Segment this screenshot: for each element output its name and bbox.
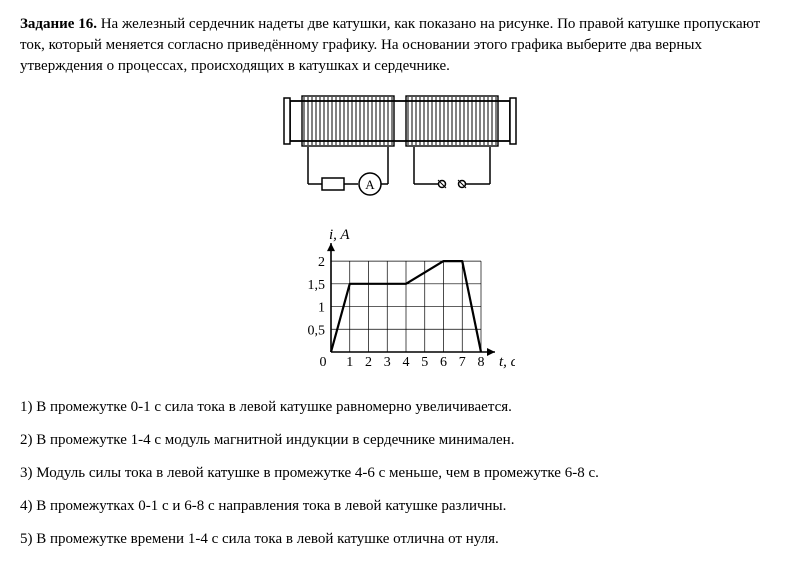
coil-svg: A	[270, 89, 530, 209]
svg-text:3: 3	[384, 355, 391, 370]
svg-text:7: 7	[459, 355, 466, 370]
svg-text:i, A: i, A	[329, 227, 350, 243]
option-5: 5) В промежутке времени 1-4 с сила тока …	[20, 529, 780, 550]
current-chart: 123456780,511,520i, At, c	[285, 224, 515, 381]
answer-options: 1) В промежутке 0-1 с сила тока в левой …	[20, 397, 780, 550]
svg-text:6: 6	[440, 355, 447, 370]
chart-svg: 123456780,511,520i, At, c	[285, 224, 515, 374]
svg-text:5: 5	[421, 355, 428, 370]
svg-text:A: A	[365, 177, 375, 192]
option-4: 4) В промежутках 0-1 с и 6-8 с направлен…	[20, 496, 780, 517]
coil-diagram: A	[270, 89, 530, 216]
svg-text:8: 8	[478, 355, 485, 370]
svg-text:0,5: 0,5	[308, 323, 326, 338]
problem-statement: Задание 16. На железный сердечник надеты…	[20, 14, 780, 77]
svg-text:0: 0	[320, 355, 327, 370]
option-3: 3) Модуль силы тока в левой катушке в пр…	[20, 463, 780, 484]
option-2: 2) В промежутке 1-4 с модуль магнитной и…	[20, 430, 780, 451]
svg-text:1: 1	[346, 355, 353, 370]
option-1: 1) В промежутке 0-1 с сила тока в левой …	[20, 397, 780, 418]
svg-text:1,5: 1,5	[308, 278, 326, 293]
svg-text:2: 2	[318, 255, 325, 270]
problem-label: Задание 16.	[20, 16, 97, 32]
problem-body: На железный сердечник надеты две катушки…	[20, 16, 760, 74]
svg-text:4: 4	[403, 355, 410, 370]
svg-text:2: 2	[365, 355, 372, 370]
svg-text:1: 1	[318, 301, 325, 316]
svg-text:t, c: t, c	[499, 354, 515, 370]
